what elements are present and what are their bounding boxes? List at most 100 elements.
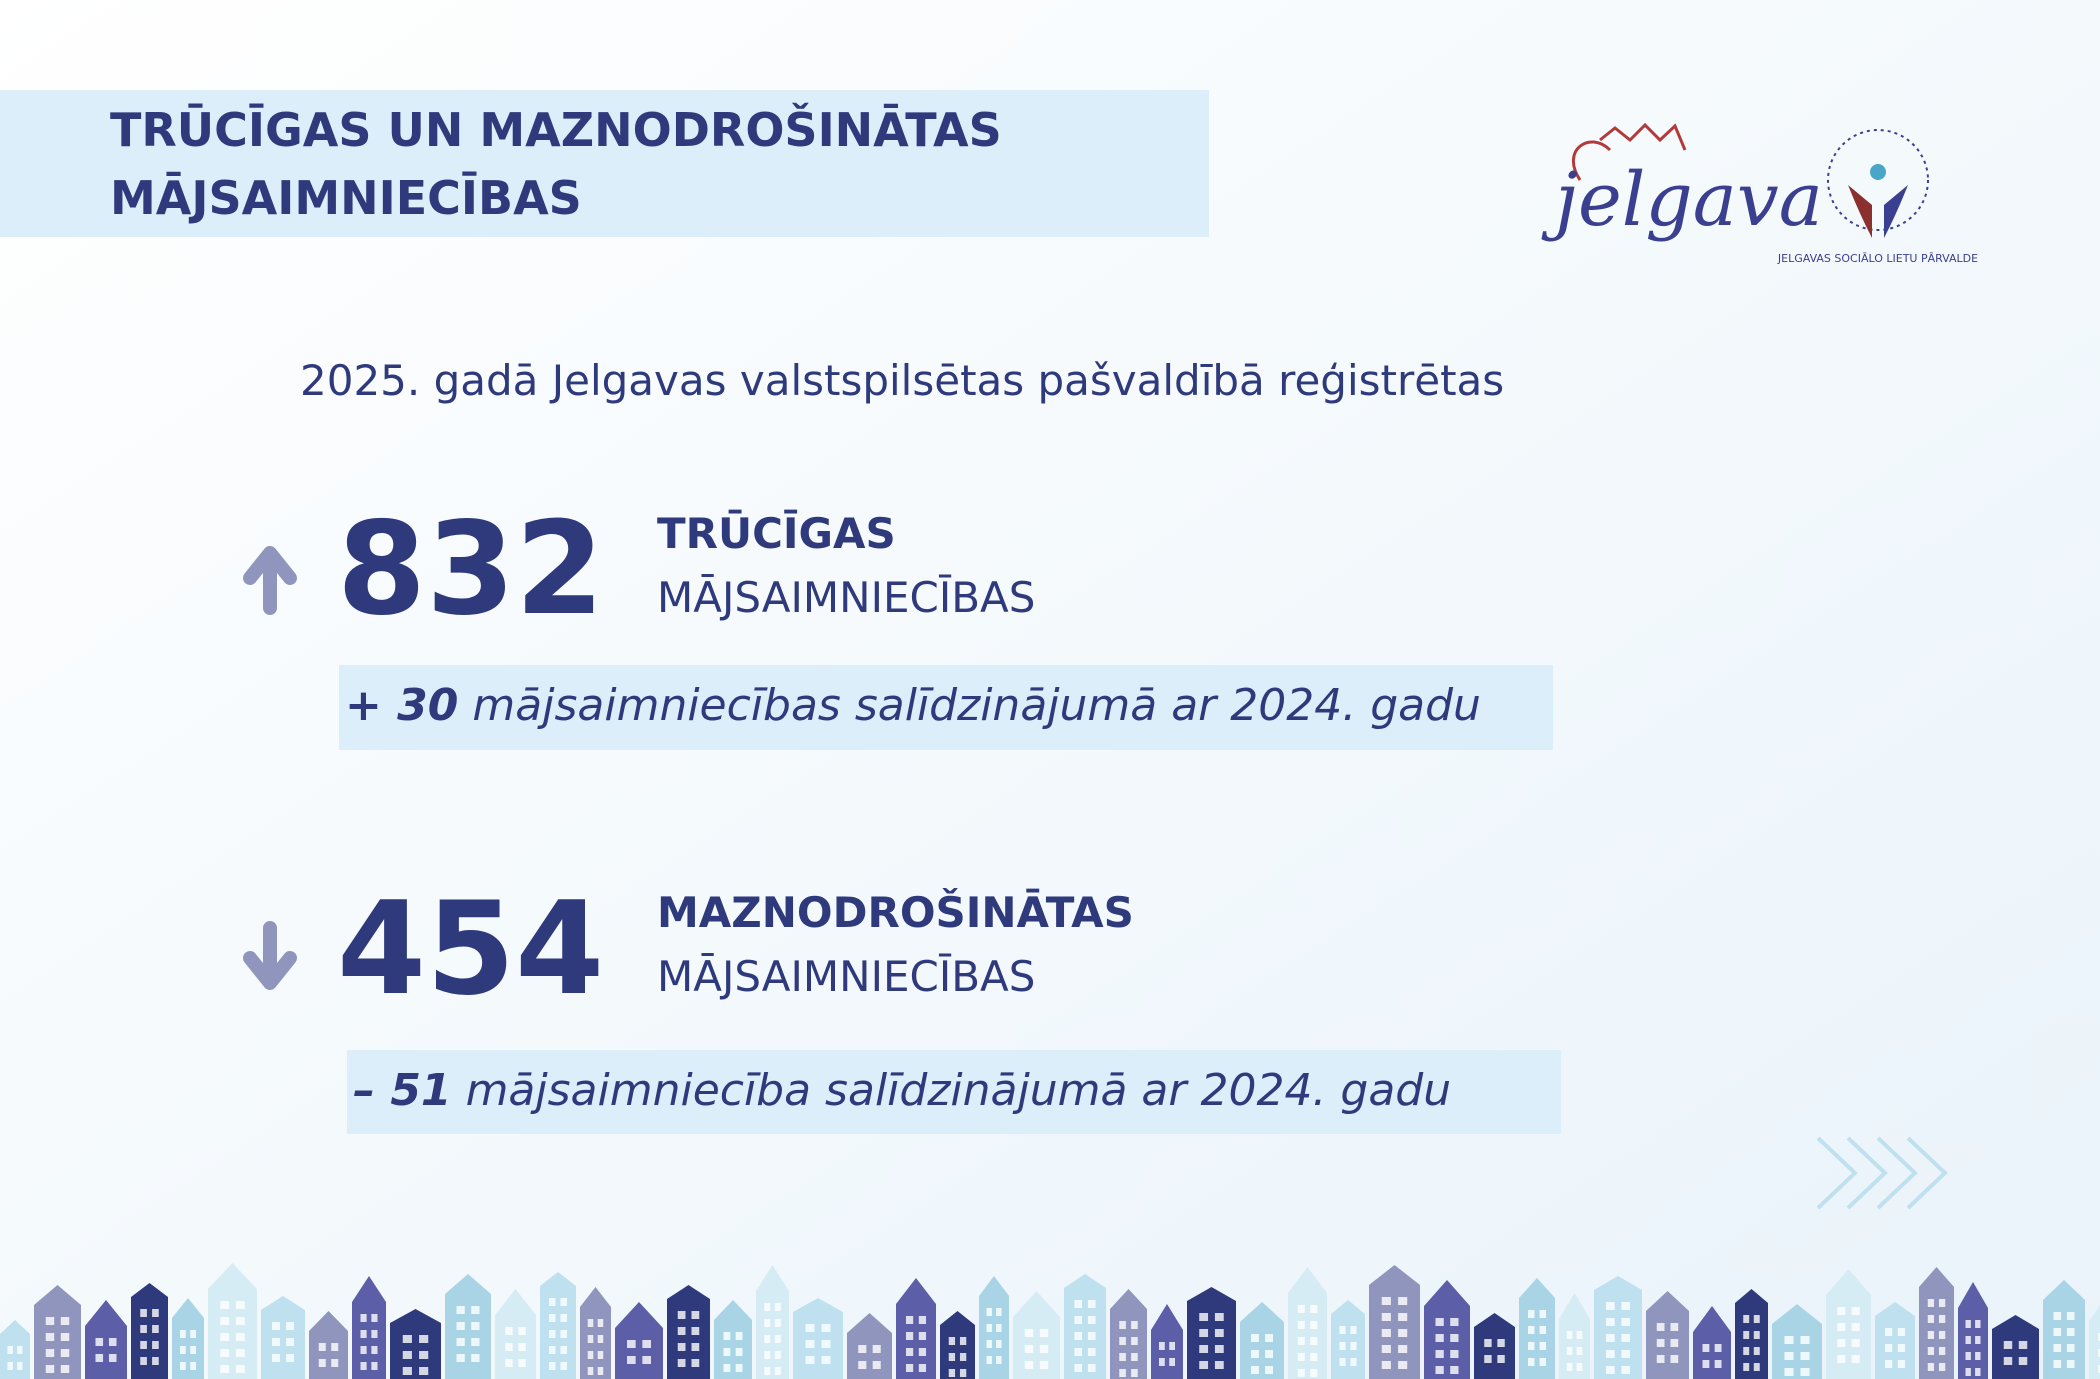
house-part (2053, 1312, 2062, 1320)
house-part (764, 1367, 771, 1375)
house-part (1024, 1345, 1034, 1353)
house-part (2003, 1341, 2013, 1349)
stat-label: MĀJSAIMNIECĪBAS (657, 573, 1035, 622)
house-part (1975, 1368, 1981, 1376)
house-part (1743, 1315, 1750, 1323)
house-part (1214, 1361, 1224, 1369)
house-part (1519, 1278, 1555, 1298)
house-part (580, 1307, 611, 1379)
house-part (774, 1351, 781, 1359)
house-part (60, 1365, 70, 1373)
house-part (691, 1359, 700, 1367)
title-line: TRŪCĪGAS UN MAZNODROŠINĀTAS (110, 103, 1002, 157)
house-part (402, 1335, 412, 1343)
house-part (1606, 1334, 1615, 1342)
house-part (1621, 1366, 1630, 1374)
arrow-up (243, 546, 297, 615)
house-part (1435, 1334, 1444, 1342)
house-part (1339, 1326, 1346, 1334)
house-part (1753, 1315, 1760, 1323)
house-part (2003, 1357, 2013, 1365)
house-part (805, 1324, 815, 1332)
house-part (1424, 1306, 1470, 1379)
house-part (1074, 1300, 1083, 1308)
house-part (505, 1343, 513, 1351)
house-part (456, 1354, 465, 1362)
house-part (1702, 1344, 1710, 1352)
house-part (1875, 1316, 1915, 1379)
house-part (1119, 1353, 1126, 1361)
house-part (1800, 1336, 1810, 1344)
house-part (1559, 1293, 1590, 1319)
house-part (986, 1340, 992, 1348)
house-part (1784, 1336, 1794, 1344)
house-part (549, 1362, 556, 1370)
city-logo-text: jelgava (1541, 157, 1823, 243)
house-part (597, 1351, 604, 1359)
house-part (180, 1362, 186, 1370)
chevrons (1816, 1136, 1948, 1210)
house-part (456, 1306, 465, 1314)
house-part (152, 1309, 159, 1317)
house-part (445, 1294, 491, 1379)
house-part (756, 1265, 789, 1291)
house-part (1350, 1342, 1357, 1350)
house-part (906, 1316, 914, 1324)
house-part (1251, 1350, 1259, 1358)
house-part (793, 1298, 843, 1312)
house-part (847, 1313, 892, 1333)
house-part (1743, 1331, 1750, 1339)
house-part (1965, 1352, 1971, 1360)
house-part (235, 1333, 245, 1341)
house-part (627, 1340, 636, 1348)
house-part (1484, 1339, 1492, 1347)
house-part (172, 1298, 204, 1318)
house-part (272, 1322, 280, 1330)
house-part (1919, 1267, 1954, 1287)
house-part (1450, 1350, 1459, 1358)
house-part (560, 1330, 567, 1338)
house-part (1837, 1307, 1846, 1315)
house-part (318, 1359, 326, 1367)
house-part (549, 1346, 556, 1354)
house-part (2066, 1312, 2075, 1320)
house-part (152, 1325, 159, 1333)
house-part (60, 1317, 70, 1325)
house-part (17, 1362, 23, 1370)
house-part (1528, 1326, 1535, 1334)
house-part (1975, 1320, 1981, 1328)
house-part (1435, 1350, 1444, 1358)
house-part (1214, 1345, 1224, 1353)
house-part (419, 1351, 429, 1359)
house-part (1992, 1329, 2039, 1379)
house-part (1646, 1291, 1689, 1311)
house-part (1013, 1317, 1060, 1379)
house-part (1938, 1347, 1946, 1355)
house-part (2053, 1344, 2062, 1352)
house-part (235, 1349, 245, 1357)
house-part (390, 1323, 441, 1379)
house-part (261, 1310, 305, 1379)
house-part (1885, 1360, 1893, 1368)
house-part (1199, 1345, 1209, 1353)
house-part (371, 1362, 378, 1370)
house-part (495, 1315, 536, 1379)
house-part (1381, 1345, 1391, 1353)
house-part (371, 1346, 378, 1354)
house-part (597, 1367, 604, 1375)
house-part (764, 1335, 771, 1343)
house-part (180, 1346, 186, 1354)
house-part (1119, 1337, 1126, 1345)
house-part (360, 1330, 367, 1338)
house-part (1528, 1310, 1535, 1318)
house-part (140, 1357, 147, 1365)
house-part (587, 1367, 594, 1375)
house-part (286, 1322, 294, 1330)
house-part (986, 1308, 992, 1316)
house-part (1350, 1358, 1357, 1366)
house-part (2089, 1305, 2100, 1321)
house-part (208, 1263, 257, 1289)
house-part (1024, 1329, 1034, 1337)
house-part (1381, 1361, 1391, 1369)
house-part (1559, 1319, 1590, 1379)
